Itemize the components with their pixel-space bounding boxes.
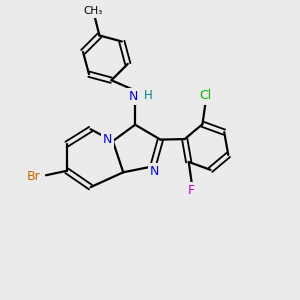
Text: Br: Br [27,170,41,183]
Text: H: H [144,88,153,101]
Text: CH₃: CH₃ [84,6,103,16]
Text: F: F [188,184,195,197]
Text: N: N [103,133,112,146]
Text: N: N [129,90,138,103]
Text: Cl: Cl [199,89,212,103]
Text: N: N [150,165,159,178]
